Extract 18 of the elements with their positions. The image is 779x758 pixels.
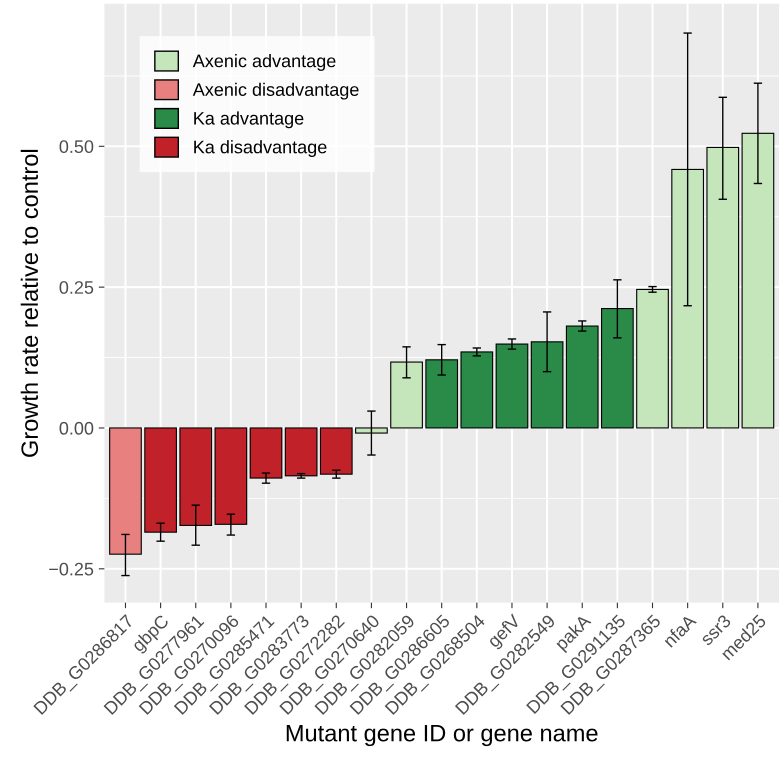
bar (566, 325, 599, 429)
y-tick-label: −0.25 (49, 562, 94, 576)
x-axis-title: Mutant gene ID or gene name (286, 725, 598, 746)
y-tick-label: 0.50 (60, 140, 94, 154)
legend-label: Ka advantage (194, 111, 304, 128)
legend-label: Axenic advantage (192, 54, 336, 71)
legend-label: Axenic disadvantage (192, 82, 359, 100)
bar (320, 427, 353, 475)
y-tick-label: 0.00 (60, 422, 94, 435)
bar (284, 427, 318, 476)
y-axis-title: Growth rate relative to control (20, 150, 38, 457)
y-tick-label: 0.25 (60, 281, 94, 294)
legend-label: Ka disadvantage (194, 140, 326, 157)
bar (496, 343, 528, 429)
bar (250, 427, 282, 479)
bar (636, 288, 669, 429)
x-tick-label: nfaA (662, 613, 697, 648)
bar (460, 351, 494, 429)
